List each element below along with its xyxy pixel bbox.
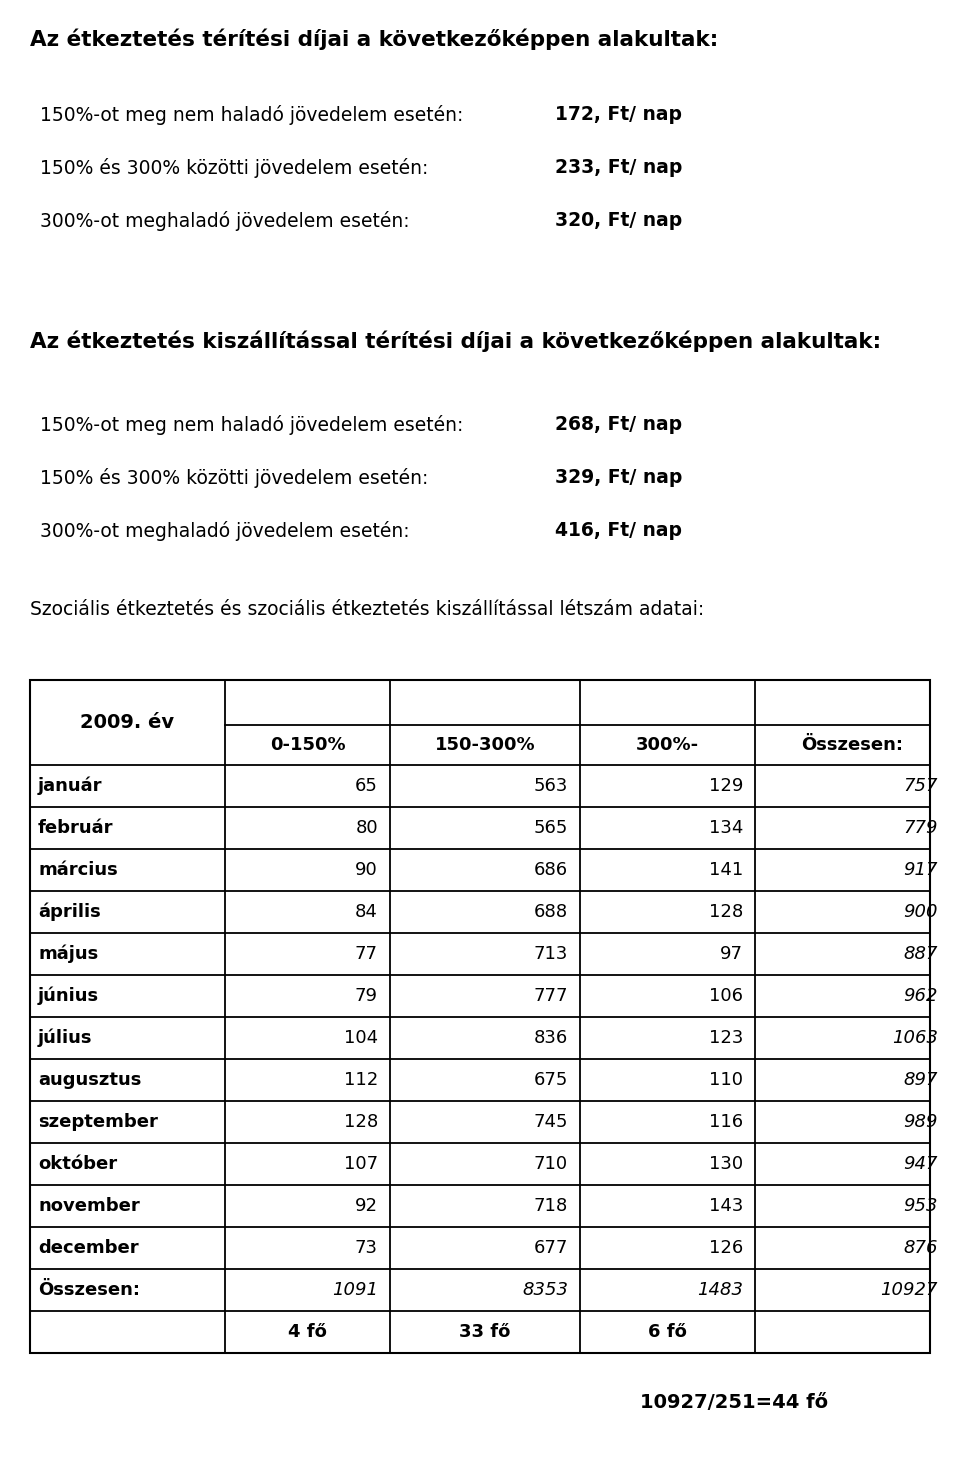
Text: 143: 143 [708, 1197, 743, 1215]
Text: december: december [38, 1240, 138, 1257]
Text: január: január [38, 776, 103, 795]
Text: 112: 112 [344, 1071, 378, 1089]
Text: június: június [38, 987, 99, 1005]
Text: 129: 129 [708, 778, 743, 795]
Text: július: július [38, 1028, 92, 1047]
Text: október: október [38, 1155, 117, 1174]
Text: 130: 130 [708, 1155, 743, 1174]
Text: 110: 110 [709, 1071, 743, 1089]
Text: 4 fő: 4 fő [288, 1323, 327, 1341]
Text: 777: 777 [534, 987, 568, 1005]
Text: 779: 779 [903, 819, 938, 838]
Text: 10927: 10927 [880, 1281, 938, 1298]
Text: 126: 126 [708, 1240, 743, 1257]
Text: november: november [38, 1197, 140, 1215]
Text: 2009. év: 2009. év [81, 713, 175, 732]
Text: 172, Ft/ nap: 172, Ft/ nap [555, 106, 682, 125]
Text: szeptember: szeptember [38, 1113, 157, 1131]
Text: 900: 900 [903, 904, 938, 921]
Text: 947: 947 [903, 1155, 938, 1174]
Text: 107: 107 [344, 1155, 378, 1174]
Text: 90: 90 [355, 861, 378, 879]
Text: 745: 745 [534, 1113, 568, 1131]
Text: 10927/251=44 fő: 10927/251=44 fő [640, 1394, 828, 1413]
Text: 962: 962 [903, 987, 938, 1005]
Text: 233, Ft/ nap: 233, Ft/ nap [555, 158, 683, 178]
Text: augusztus: augusztus [38, 1071, 141, 1089]
Text: 876: 876 [903, 1240, 938, 1257]
Text: 953: 953 [903, 1197, 938, 1215]
Text: 65: 65 [355, 778, 378, 795]
Text: 33 fő: 33 fő [459, 1323, 511, 1341]
Text: 757: 757 [903, 778, 938, 795]
Bar [30, 681, 930, 1353]
Text: 688: 688 [534, 904, 568, 921]
Text: 1091: 1091 [332, 1281, 378, 1298]
Text: 300%-ot meghaladó jövedelem esetén:: 300%-ot meghaladó jövedelem esetén: [40, 521, 410, 541]
Text: 134: 134 [708, 819, 743, 838]
Text: 92: 92 [355, 1197, 378, 1215]
Text: 1483: 1483 [697, 1281, 743, 1298]
Text: 84: 84 [355, 904, 378, 921]
Text: 989: 989 [903, 1113, 938, 1131]
Text: 8353: 8353 [522, 1281, 568, 1298]
Text: 565: 565 [534, 819, 568, 838]
Text: március: március [38, 861, 118, 879]
Text: 79: 79 [355, 987, 378, 1005]
Text: 416, Ft/ nap: 416, Ft/ nap [555, 521, 682, 540]
Text: 150%-ot meg nem haladó jövedelem esetén:: 150%-ot meg nem haladó jövedelem esetén: [40, 106, 464, 125]
Text: 887: 887 [903, 945, 938, 962]
Text: 686: 686 [534, 861, 568, 879]
Text: Az étkeztetés térítési díjai a következőképpen alakultak:: Az étkeztetés térítési díjai a következő… [30, 28, 718, 50]
Text: 141: 141 [708, 861, 743, 879]
Text: április: április [38, 902, 101, 921]
Text: 97: 97 [720, 945, 743, 962]
Text: 6 fő: 6 fő [648, 1323, 687, 1341]
Text: 917: 917 [903, 861, 938, 879]
Text: 0-150%: 0-150% [270, 736, 346, 754]
Text: 128: 128 [708, 904, 743, 921]
Text: 73: 73 [355, 1240, 378, 1257]
Text: 897: 897 [903, 1071, 938, 1089]
Text: 677: 677 [534, 1240, 568, 1257]
Text: 1063: 1063 [892, 1028, 938, 1047]
Text: 300%-ot meghaladó jövedelem esetén:: 300%-ot meghaladó jövedelem esetén: [40, 211, 410, 230]
Text: 80: 80 [355, 819, 378, 838]
Text: 675: 675 [534, 1071, 568, 1089]
Text: 116: 116 [708, 1113, 743, 1131]
Text: 128: 128 [344, 1113, 378, 1131]
Text: 710: 710 [534, 1155, 568, 1174]
Text: 150-300%: 150-300% [435, 736, 536, 754]
Text: Szociális étkeztetés és szociális étkeztetés kiszállítással létszám adatai:: Szociális étkeztetés és szociális étkezt… [30, 600, 705, 619]
Text: 106: 106 [709, 987, 743, 1005]
Text: 123: 123 [708, 1028, 743, 1047]
Text: Összesen:: Összesen: [38, 1281, 140, 1298]
Text: 150%-ot meg nem haladó jövedelem esetén:: 150%-ot meg nem haladó jövedelem esetén: [40, 415, 464, 436]
Text: 329, Ft/ nap: 329, Ft/ nap [555, 468, 683, 487]
Text: 150% és 300% közötti jövedelem esetén:: 150% és 300% közötti jövedelem esetén: [40, 468, 428, 489]
Text: Összesen:: Összesen: [802, 736, 903, 754]
Text: 77: 77 [355, 945, 378, 962]
Text: Az étkeztetés kiszállítással térítési díjai a következőképpen alakultak:: Az étkeztetés kiszállítással térítési dí… [30, 330, 881, 352]
Text: 713: 713 [534, 945, 568, 962]
Text: 268, Ft/ nap: 268, Ft/ nap [555, 415, 683, 434]
Text: február: február [38, 819, 113, 838]
Text: 718: 718 [534, 1197, 568, 1215]
Text: 836: 836 [534, 1028, 568, 1047]
Text: 300%-: 300%- [636, 736, 699, 754]
Text: 150% és 300% közötti jövedelem esetén:: 150% és 300% közötti jövedelem esetén: [40, 158, 428, 178]
Text: május: május [38, 945, 98, 964]
Text: 563: 563 [534, 778, 568, 795]
Text: 104: 104 [344, 1028, 378, 1047]
Text: 320, Ft/ nap: 320, Ft/ nap [555, 211, 683, 230]
